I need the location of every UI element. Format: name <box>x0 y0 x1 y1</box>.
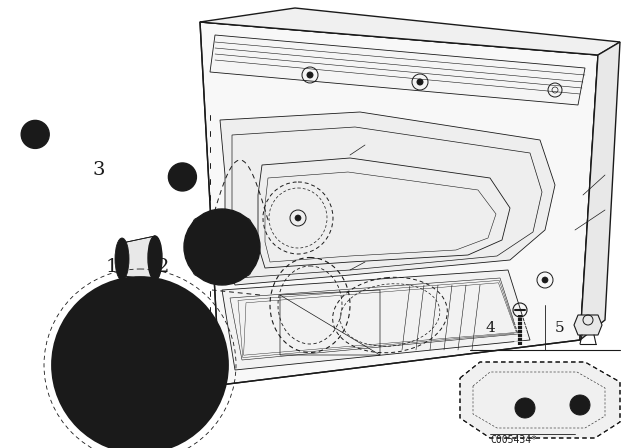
Polygon shape <box>574 315 602 335</box>
Circle shape <box>417 79 423 85</box>
Text: 3: 3 <box>93 161 106 179</box>
Circle shape <box>168 163 196 191</box>
Circle shape <box>307 72 313 78</box>
Circle shape <box>515 398 535 418</box>
Text: 1: 1 <box>106 258 118 276</box>
Circle shape <box>183 381 201 399</box>
Text: 2: 2 <box>157 258 170 276</box>
Text: 4: 4 <box>30 127 40 142</box>
Circle shape <box>21 121 49 148</box>
Circle shape <box>184 209 260 285</box>
Polygon shape <box>220 112 555 285</box>
Text: 5: 5 <box>177 169 188 185</box>
Circle shape <box>52 277 228 448</box>
Circle shape <box>135 360 145 370</box>
Circle shape <box>295 215 301 221</box>
Polygon shape <box>460 362 620 438</box>
Ellipse shape <box>115 238 129 280</box>
Circle shape <box>570 395 590 415</box>
Polygon shape <box>200 8 620 55</box>
Text: 4: 4 <box>485 321 495 335</box>
Text: C005434*: C005434* <box>490 435 537 445</box>
Ellipse shape <box>148 236 162 280</box>
Polygon shape <box>122 236 155 280</box>
Polygon shape <box>200 22 598 385</box>
Polygon shape <box>222 270 530 370</box>
Text: 5: 5 <box>555 321 565 335</box>
Polygon shape <box>580 42 620 340</box>
Polygon shape <box>210 35 585 105</box>
Circle shape <box>542 277 548 283</box>
